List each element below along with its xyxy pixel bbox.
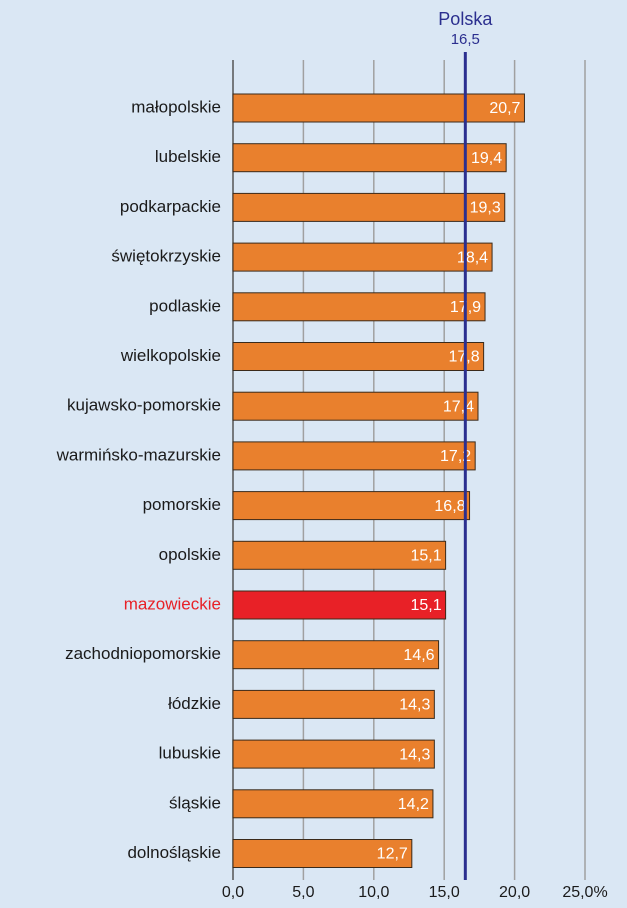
category-label: śląskie — [169, 793, 221, 812]
reference-name: Polska — [438, 9, 493, 29]
category-label: wielkopolskie — [120, 346, 221, 365]
category-label: zachodniopomorskie — [65, 644, 221, 663]
category-label: warmińsko-mazurskie — [56, 445, 221, 464]
value-label: 15,1 — [410, 597, 441, 614]
category-label: mazowieckie — [124, 594, 221, 613]
value-label: 20,7 — [489, 100, 520, 117]
value-label: 16,8 — [434, 498, 465, 515]
bar — [232, 143, 507, 173]
bar — [232, 839, 413, 868]
bar — [232, 789, 434, 819]
value-label: 17,2 — [440, 448, 471, 465]
value-label: 14,3 — [399, 697, 430, 714]
category-label: świętokrzyskie — [111, 247, 221, 266]
bar — [232, 342, 485, 371]
x-tick-label: 10,0 — [358, 884, 389, 901]
bar — [232, 739, 435, 769]
bar — [232, 242, 493, 272]
category-label: dolnośląskie — [127, 843, 221, 862]
value-label: 14,6 — [403, 647, 434, 664]
category-label: podkarpackie — [120, 197, 221, 216]
value-label: 17,4 — [443, 398, 474, 415]
value-label: 14,2 — [398, 796, 429, 813]
x-tick-label: 25,0% — [562, 884, 607, 901]
category-label: łódzkie — [168, 694, 221, 713]
category-label: opolskie — [159, 545, 221, 564]
value-label: 18,4 — [457, 249, 488, 266]
category-label: małopolskie — [131, 97, 221, 116]
value-label: 12,7 — [377, 846, 408, 863]
bar — [232, 391, 479, 421]
x-tick-label: 20,0 — [499, 884, 530, 901]
category-label: podlaskie — [149, 296, 221, 315]
x-tick-label: 0,0 — [222, 884, 244, 901]
x-tick-label: 5,0 — [292, 884, 314, 901]
bar — [232, 441, 476, 471]
bar — [232, 540, 447, 570]
value-label: 19,4 — [471, 150, 502, 167]
reference-label: 16,5 — [451, 31, 480, 48]
bar — [232, 93, 525, 123]
bar — [232, 640, 440, 670]
category-label: pomorskie — [143, 495, 221, 514]
bar — [232, 192, 506, 222]
category-label: lubuskie — [159, 744, 221, 763]
value-label: 15,1 — [410, 548, 441, 565]
x-tick-label: 15,0 — [429, 884, 460, 901]
category-label: kujawsko-pomorskie — [67, 396, 221, 415]
bar — [232, 590, 447, 620]
bar — [232, 292, 486, 322]
value-label: 14,3 — [399, 746, 430, 763]
bar — [232, 491, 471, 521]
value-label: 19,3 — [470, 200, 501, 217]
category-label: lubelskie — [155, 147, 221, 166]
bar — [232, 689, 435, 719]
